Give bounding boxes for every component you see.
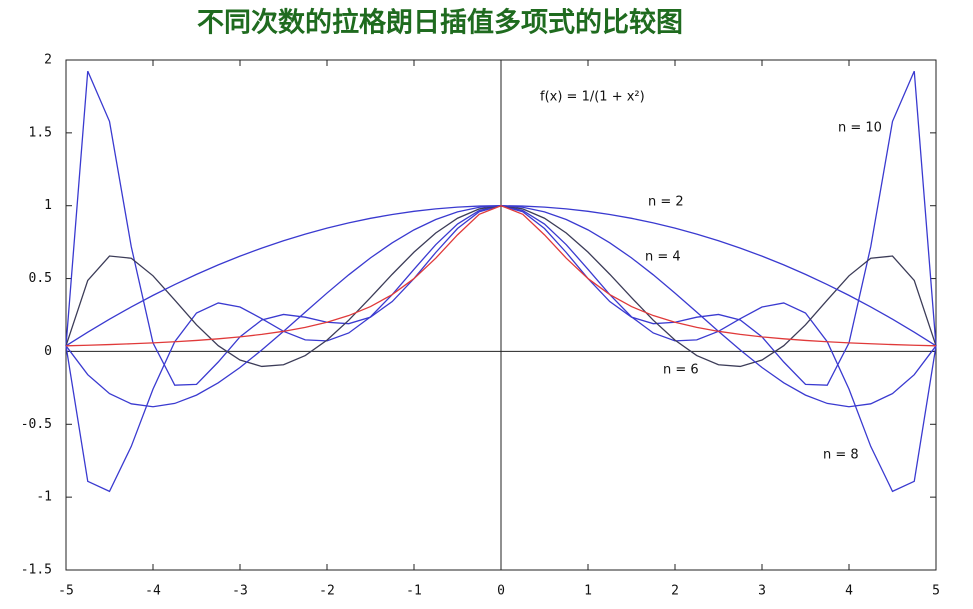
x-tick-label: 4 [845,584,853,599]
y-tick-label: 1 [44,198,52,213]
series-line [65,205,937,347]
y-tick-label: 1.5 [29,125,52,140]
series-label: n = 6 [663,363,699,378]
series-label: n = 8 [823,448,859,463]
x-tick-label: 0 [497,584,505,599]
x-tick-label: -5 [58,584,74,599]
x-tick-label: 1 [584,584,592,599]
x-tick-label: -1 [406,584,422,599]
x-tick-label: -4 [145,584,161,599]
series-label: n = 10 [838,121,882,136]
series-label: n = 4 [645,250,681,265]
x-tick-label: -2 [319,584,335,599]
x-tick-label: -3 [232,584,248,599]
x-tick-label: 3 [758,584,766,599]
chart-title: 不同次数的拉格朗日插值多项式的比较图 [197,7,683,39]
y-tick-label: -1 [36,490,52,505]
y-tick-label: 0.5 [29,271,52,286]
y-tick-label: 2 [44,53,52,68]
x-tick-label: 5 [932,584,940,599]
y-tick-label: -0.5 [21,417,52,432]
x-tick-label: 2 [671,584,679,599]
y-tick-label: -1.5 [21,563,52,578]
y-tick-label: 0 [44,344,52,359]
series-label: f(x) = 1/(1 + x²) [540,90,645,105]
series-label: n = 2 [648,195,684,210]
